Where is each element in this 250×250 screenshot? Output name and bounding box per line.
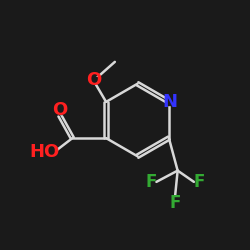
Bar	[167, 98, 174, 106]
Text: F: F	[145, 173, 156, 191]
Text: HO: HO	[30, 143, 60, 161]
Text: F: F	[170, 194, 181, 212]
Text: N: N	[163, 93, 178, 111]
Bar	[56, 106, 64, 114]
Text: O: O	[52, 101, 68, 119]
Text: F: F	[194, 173, 205, 191]
Bar	[38, 148, 52, 155]
Bar	[90, 77, 97, 84]
Text: O: O	[86, 71, 101, 89]
